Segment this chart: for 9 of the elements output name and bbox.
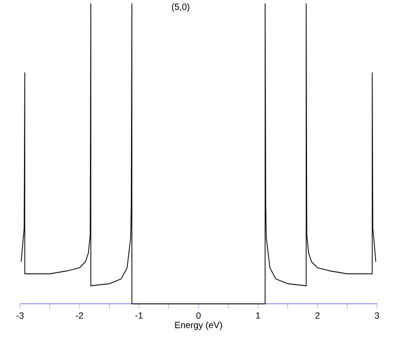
x-tick-label: 0 <box>196 312 201 319</box>
x-tick-label: 1 <box>256 312 260 319</box>
x-tick-label: -2 <box>76 312 84 319</box>
x-tick-label: 3 <box>374 312 380 319</box>
chart-title: (5,0) <box>172 3 190 12</box>
x-tick-label: 2 <box>315 312 320 319</box>
x-tick-label: -3 <box>16 312 24 319</box>
x-axis-title: Energy (eV) <box>175 322 222 330</box>
x-tick-label: -1 <box>135 312 143 319</box>
